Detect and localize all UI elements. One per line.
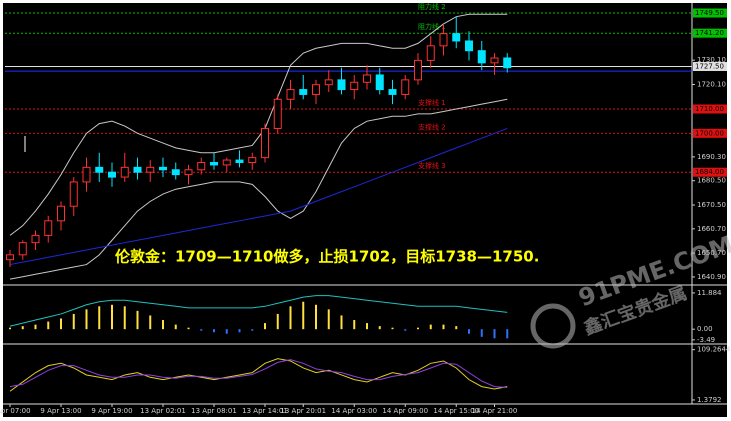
macd-tick-label: -3.49 [697,336,715,344]
candle-body [69,181,78,207]
oscillator-line [9,359,508,389]
candle-body [439,33,448,47]
level-label: 1700.00 [695,129,724,137]
macd-line [9,295,508,327]
candle-body [31,234,40,244]
candle-body [401,79,410,95]
osc-tick-label: 109.2644 [697,346,731,354]
candle-body [312,84,320,95]
level-label: 1749.50 [695,9,724,17]
level-label: 1710.00 [695,105,724,113]
x-tick-label: 13 Apr 14:01 [242,407,288,415]
candle-body [197,161,206,171]
level-name: 支撑线 3 [418,161,446,170]
x-tick-label: 13 Apr 02:01 [140,407,186,415]
level-name: 支撑线 1 [418,98,446,107]
candle-body [44,220,53,236]
level-name: 阻力线 2 [418,2,446,11]
x-tick-label: 14 Apr 03:00 [331,407,377,415]
candle-body [6,254,14,261]
level-label-box [693,167,727,177]
x-tick-label: 9 Apr 13:00 [40,407,81,415]
level-label-box [693,28,727,38]
candle-body [299,89,308,95]
candle-body [337,79,346,91]
x-tick-label: 14 Apr 09:00 [382,407,428,415]
level-label-box [693,8,727,18]
indicator-line [9,13,508,236]
level-name: 支撑线 2 [418,122,446,131]
osc-tick-label: 1.3792 [697,396,722,404]
y-tick-label: 1650.70 [697,249,726,257]
candle-body [426,45,435,61]
candle-body [108,171,116,178]
y-tick-label: 1670.50 [697,201,726,209]
level-name: 阻力线 1 [418,22,446,31]
y-tick-label: 1660.70 [697,225,726,233]
y-tick-label: 1720.10 [697,80,726,88]
x-tick-label: 14 Apr 21:00 [472,407,518,415]
macd-tick-label: 0.00 [697,325,713,333]
candle-body [503,57,512,69]
y-tick-label: 1730.10 [697,56,726,64]
y-tick-label: 1640.90 [697,273,726,281]
candle-body [133,166,142,173]
level-label: 1727.50 [695,62,724,70]
x-tick-label: 9 Apr 19:00 [91,407,132,415]
candle-body [120,166,129,178]
y-tick-label: 1680.50 [697,177,726,185]
background [3,3,727,417]
candle-body [414,59,422,81]
candle-body [18,242,27,256]
candle-body [388,89,397,95]
level-label: 1741.20 [695,29,724,37]
candle-body [324,79,333,86]
candle-body [477,50,486,64]
candle-body [184,169,193,176]
y-tick-label: 1690.30 [697,153,726,161]
candle-body [273,98,282,129]
candle-body [222,159,231,166]
x-tick-label: 13 Apr 20:01 [280,407,326,415]
x-tick-label: 14 Apr 15:00 [433,407,479,415]
macd-tick-label: 11.884 [697,289,722,297]
annotation: 伦敦金：1709—1710做多，止损1702，目标1738—1750. [115,248,539,266]
indicator-line [9,98,508,280]
candle-body [248,157,257,163]
candle-body [261,127,269,159]
candle-body [95,166,104,173]
candle-body [57,205,65,222]
watermark-logo [530,303,576,349]
candle-body [235,159,244,163]
candle-body [286,89,295,100]
candle-body [350,81,359,91]
level-label-box [693,61,727,71]
candle-body [171,169,180,176]
x-tick-label: 9 Apr 07:00 [0,407,31,415]
candle-body [490,57,499,64]
level-label: 1684.00 [695,168,724,176]
candle-body [375,74,384,91]
candle-body [159,166,167,171]
candle-body [465,40,473,52]
candle-body [452,33,461,42]
oscillator-line [9,358,508,392]
indicator-line [9,127,508,266]
x-tick-label: 13 Apr 08:01 [191,407,237,415]
level-label-box [693,128,727,138]
candle-body [146,166,155,173]
candle-body [210,161,218,166]
level-label-box [693,104,727,114]
candle-body [363,74,371,83]
candle-body [82,166,91,183]
